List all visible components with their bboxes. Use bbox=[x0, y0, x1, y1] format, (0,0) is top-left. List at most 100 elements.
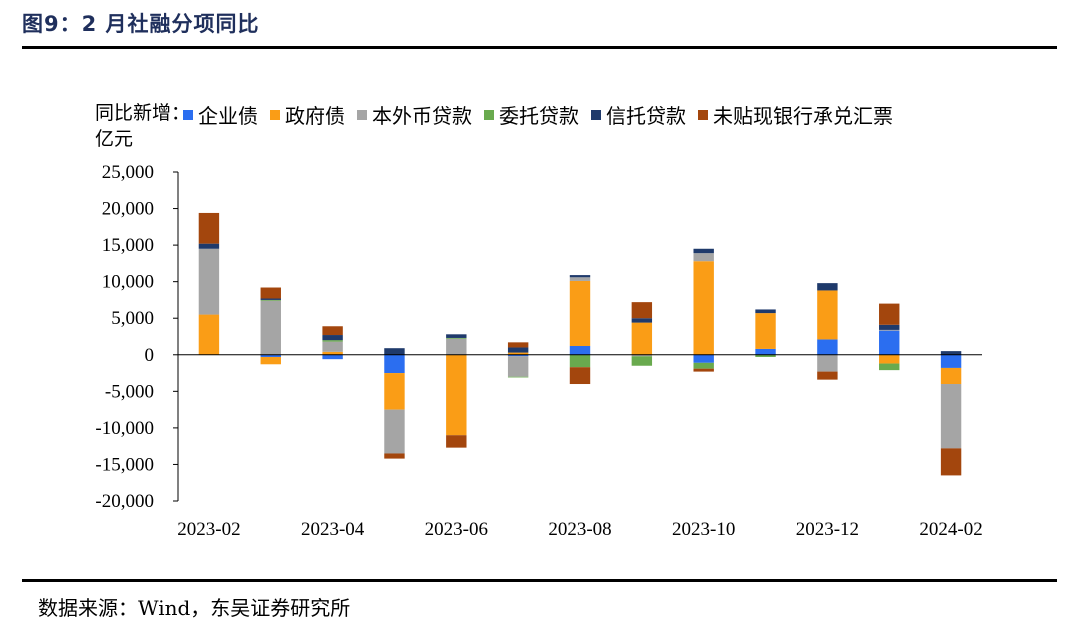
bar-segment bbox=[446, 435, 467, 448]
legend-swatch bbox=[698, 109, 708, 120]
y-tick-label: 15,000 bbox=[102, 235, 154, 256]
bar-segment bbox=[322, 326, 343, 336]
bar-segment bbox=[879, 329, 900, 331]
bar-segment bbox=[384, 409, 405, 454]
bar-segment bbox=[755, 354, 776, 357]
legend-item: 未贴现银行承兑汇票 bbox=[698, 100, 893, 129]
bar-segment bbox=[940, 351, 962, 355]
bar-segment bbox=[446, 354, 467, 436]
legend-swatch bbox=[591, 109, 601, 120]
legend-swatch bbox=[183, 109, 193, 120]
y-tick-label: 10,000 bbox=[102, 272, 154, 293]
legend-item: 企业债 bbox=[183, 100, 258, 129]
bar-segment bbox=[631, 354, 653, 357]
bar-segment bbox=[817, 371, 838, 380]
bar-segment bbox=[755, 309, 776, 314]
bar-segment bbox=[322, 341, 343, 352]
bar-segment bbox=[446, 338, 467, 355]
bar-segment bbox=[198, 212, 220, 244]
bar-segment bbox=[198, 314, 220, 355]
bar-segment bbox=[940, 448, 962, 476]
legend-item: 政府债 bbox=[270, 100, 345, 129]
bar-segment bbox=[693, 362, 714, 369]
y-tick-label: -10,000 bbox=[95, 418, 154, 439]
bar-segment bbox=[569, 277, 591, 281]
bar-segment bbox=[507, 342, 529, 348]
bar-segment bbox=[693, 253, 714, 262]
x-tick-label: 2023-04 bbox=[301, 519, 365, 540]
data-source-note: 数据来源：Wind，东吴证券研究所 bbox=[38, 596, 351, 620]
bar-segment bbox=[879, 363, 900, 371]
legend-label: 企业债 bbox=[198, 104, 258, 128]
bar-segment bbox=[940, 384, 962, 449]
bar-segment bbox=[384, 354, 405, 374]
legend-label: 委托贷款 bbox=[499, 104, 579, 128]
legend-swatch bbox=[270, 109, 280, 120]
chart-legend: 企业债 政府债 本外币贷款 委托贷款 信托贷款 未贴现银行承兑汇票 bbox=[183, 100, 905, 129]
bar-segment bbox=[879, 324, 900, 330]
bar-segment bbox=[507, 347, 529, 353]
y-tick-label: -15,000 bbox=[95, 454, 154, 475]
bar-segment bbox=[879, 330, 900, 355]
bar-segment bbox=[260, 287, 281, 299]
legend-item: 本外币贷款 bbox=[357, 100, 472, 129]
y-tick-label: 25,000 bbox=[102, 162, 154, 183]
bar-segment bbox=[446, 337, 467, 339]
bottom-rule bbox=[22, 579, 1057, 582]
y-tick-label: 0 bbox=[145, 345, 155, 366]
bar-segment bbox=[817, 290, 838, 340]
bar-segment bbox=[879, 354, 900, 364]
y-axis-unit-label: 同比新增： 亿元 bbox=[95, 100, 190, 152]
bar-segment bbox=[879, 303, 900, 325]
y-tick-label: -20,000 bbox=[95, 491, 154, 512]
bar-segment bbox=[446, 334, 467, 338]
bar-segment bbox=[755, 348, 776, 355]
bar-segment bbox=[755, 313, 776, 349]
bar-segment bbox=[507, 356, 529, 377]
y-axis-unit-line-1: 同比新增： bbox=[95, 102, 191, 124]
bar-segment bbox=[384, 373, 405, 410]
bar-segment bbox=[322, 340, 343, 342]
bar-segment bbox=[198, 248, 220, 315]
x-tick-label: 2023-10 bbox=[672, 519, 735, 540]
bar-segment bbox=[260, 356, 281, 365]
x-tick-label: 2024-02 bbox=[919, 519, 982, 540]
bar-segment bbox=[260, 298, 281, 300]
x-tick-label: 2023-08 bbox=[548, 519, 611, 540]
bar-segment bbox=[507, 376, 529, 378]
bar-segment bbox=[693, 368, 714, 372]
bar-segment bbox=[817, 283, 838, 291]
y-tick-label: 5,000 bbox=[111, 308, 154, 329]
bar-segment bbox=[198, 243, 220, 249]
figure-title: 图9：2 月社融分项同比 bbox=[22, 12, 260, 36]
bar-segment bbox=[384, 453, 405, 459]
bar-segment bbox=[569, 275, 591, 278]
bar-segment bbox=[507, 354, 529, 357]
bar-segment bbox=[569, 346, 591, 355]
bar-segment bbox=[384, 348, 405, 355]
x-tick-label: 2023-02 bbox=[177, 519, 240, 540]
x-tick-label: 2023-12 bbox=[796, 519, 859, 540]
y-tick-label: -5,000 bbox=[105, 381, 154, 402]
legend-label: 信托贷款 bbox=[606, 104, 686, 128]
bar-segment bbox=[693, 354, 714, 363]
bar-segment bbox=[507, 352, 529, 355]
bar-segment bbox=[322, 335, 343, 341]
bar-segment bbox=[693, 261, 714, 355]
bar-segment bbox=[569, 367, 591, 385]
bar-segment bbox=[631, 356, 653, 366]
legend-item: 委托贷款 bbox=[484, 100, 579, 129]
x-tick-label: 2023-06 bbox=[425, 519, 488, 540]
legend-label: 本外币贷款 bbox=[372, 104, 472, 128]
bar-segment bbox=[569, 354, 591, 368]
bar-segment bbox=[322, 354, 343, 360]
bar-segment bbox=[940, 354, 962, 368]
legend-swatch bbox=[357, 109, 367, 120]
bar-segment bbox=[631, 318, 653, 323]
bar-segment bbox=[631, 322, 653, 355]
bar-segment bbox=[260, 300, 281, 355]
bar-segment bbox=[569, 280, 591, 347]
legend-item: 信托贷款 bbox=[591, 100, 686, 129]
bar-segment bbox=[322, 351, 343, 355]
